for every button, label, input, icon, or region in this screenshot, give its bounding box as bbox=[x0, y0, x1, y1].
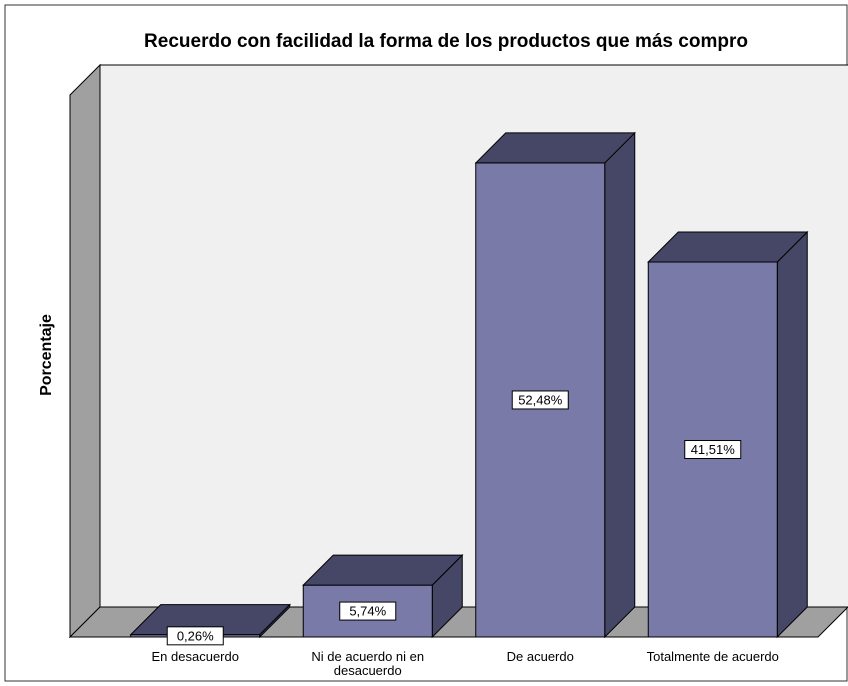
x-tick-label: Ni de acuerdo ni en desacuerdo bbox=[311, 649, 425, 678]
value-label-box bbox=[339, 601, 397, 621]
value-label: 5,74% bbox=[349, 604, 386, 619]
value-label-box bbox=[166, 626, 224, 646]
value-label: 41,51% bbox=[691, 442, 736, 457]
value-label-box bbox=[511, 390, 569, 410]
bar-top bbox=[302, 554, 464, 586]
left-wall bbox=[69, 63, 101, 639]
chart-title: Recuerdo con facilidad la forma de los p… bbox=[144, 31, 748, 52]
value-label-box bbox=[684, 440, 742, 460]
bar-top bbox=[647, 231, 809, 263]
bar-side bbox=[776, 230, 808, 639]
x-tick-label: Totalmente de acuerdo bbox=[646, 649, 779, 664]
x-tick-label: En desacuerdo bbox=[151, 649, 239, 664]
x-tick-label: De acuerdo bbox=[506, 649, 574, 664]
y-axis-label: Porcentaje bbox=[38, 314, 55, 396]
value-label: 52,48% bbox=[518, 392, 563, 407]
value-label: 0,26% bbox=[177, 628, 214, 643]
bar-top bbox=[474, 132, 636, 164]
bar-side bbox=[604, 131, 636, 639]
